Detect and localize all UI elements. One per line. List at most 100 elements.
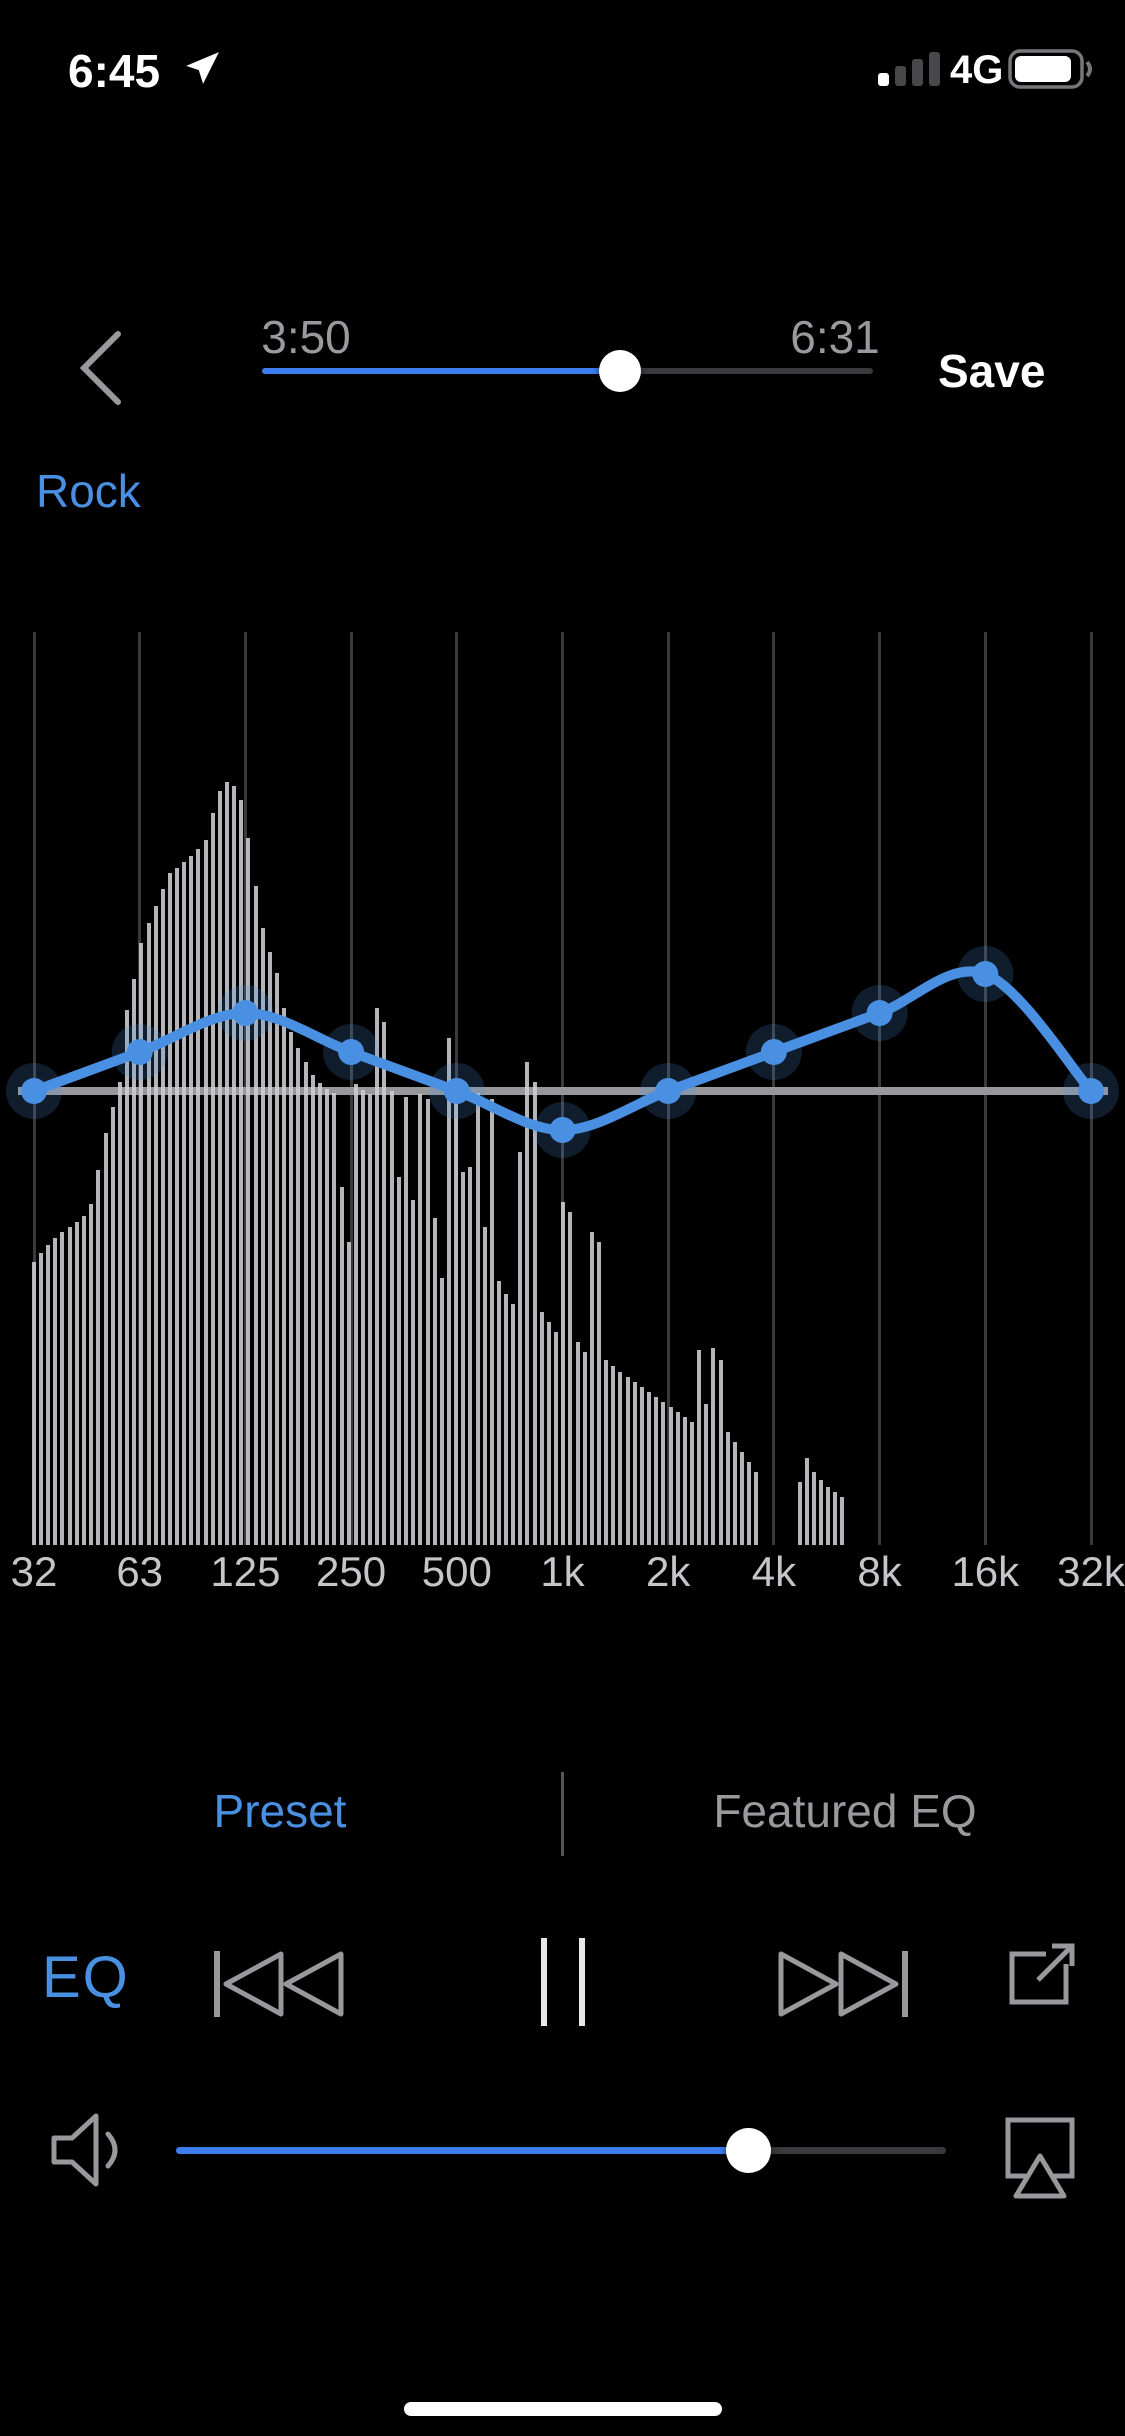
spectrum-bar bbox=[147, 923, 151, 1545]
spectrum-bar bbox=[826, 1486, 830, 1545]
eq-band-dot-500[interactable] bbox=[443, 1078, 470, 1104]
pause-button[interactable] bbox=[538, 1936, 592, 2033]
eq-band-dot-4k[interactable] bbox=[760, 1039, 787, 1065]
spectrum-bar bbox=[282, 1008, 286, 1545]
volume-fill bbox=[176, 2147, 749, 2154]
spectrum-bar bbox=[404, 1096, 408, 1545]
eq-band-dot-16k[interactable] bbox=[972, 961, 999, 987]
save-button[interactable]: Save bbox=[938, 345, 1046, 397]
spectrum-bar bbox=[504, 1293, 508, 1545]
spectrum-bar bbox=[640, 1387, 644, 1545]
freq-label-500: 500 bbox=[421, 1548, 492, 1595]
spectrum-bar bbox=[805, 1458, 809, 1545]
export-button[interactable] bbox=[1004, 1942, 1080, 2013]
spectrum-bar bbox=[690, 1421, 694, 1545]
spectrum-bar bbox=[154, 905, 158, 1545]
spectrum-bar bbox=[461, 1172, 465, 1545]
airplay-icon bbox=[1005, 2117, 1075, 2199]
next-track-button[interactable] bbox=[772, 1944, 912, 2029]
spectrum-bar bbox=[204, 840, 208, 1545]
spectrum-bar bbox=[426, 1099, 430, 1545]
progress-slider[interactable] bbox=[262, 350, 873, 392]
eq-band-dot-32k[interactable] bbox=[1078, 1078, 1104, 1104]
eq-chart[interactable] bbox=[0, 632, 1125, 1545]
spectrum-bar bbox=[318, 1083, 322, 1545]
spectrum-bar bbox=[361, 1090, 365, 1545]
spectrum-bar bbox=[225, 781, 229, 1545]
spectrum-bar bbox=[597, 1241, 601, 1545]
spectrum-bar bbox=[289, 1031, 293, 1545]
spectrum-bar bbox=[196, 849, 200, 1545]
spectrum-bar bbox=[719, 1359, 723, 1545]
eq-band-dot-2k[interactable] bbox=[655, 1078, 682, 1104]
eq-band-dot-1k[interactable] bbox=[549, 1117, 576, 1143]
spectrum-bar bbox=[704, 1404, 708, 1545]
progress-thumb[interactable] bbox=[599, 350, 642, 392]
progress-fill bbox=[262, 368, 621, 374]
spectrum-bar bbox=[53, 1238, 57, 1545]
freq-label-250: 250 bbox=[316, 1548, 387, 1595]
spectrum-bar bbox=[111, 1106, 115, 1545]
freq-label-125: 125 bbox=[210, 1548, 281, 1595]
spectrum-bar bbox=[547, 1322, 551, 1545]
export-icon bbox=[1009, 1943, 1075, 2005]
spectrum-bar bbox=[540, 1312, 544, 1545]
spectrum-bar bbox=[411, 1199, 415, 1545]
eq-toggle-button[interactable]: EQ bbox=[42, 1945, 130, 2010]
spectrum-bar bbox=[296, 1048, 300, 1545]
eq-band-dot-63[interactable] bbox=[126, 1039, 153, 1065]
spectrum-bar bbox=[747, 1461, 751, 1545]
spectrum-bar bbox=[454, 1096, 458, 1545]
spectrum-bar bbox=[125, 1009, 129, 1545]
spectrum-bar bbox=[590, 1231, 594, 1545]
spectrum-bar bbox=[161, 889, 165, 1545]
previous-track-icon bbox=[214, 1951, 344, 2017]
current-time-label: 3:50 bbox=[261, 311, 351, 363]
home-indicator[interactable] bbox=[404, 2402, 722, 2416]
signal-strength-icon bbox=[876, 48, 942, 93]
volume-slider[interactable] bbox=[176, 2128, 946, 2173]
spectrum-bar bbox=[525, 1062, 529, 1545]
eq-band-dot-8k[interactable] bbox=[866, 1000, 893, 1026]
speaker-icon bbox=[46, 2106, 132, 2199]
next-track-icon bbox=[778, 1951, 908, 2017]
spectrum-bar bbox=[833, 1492, 837, 1545]
spectrum-bar bbox=[218, 790, 222, 1545]
spectrum-bar bbox=[561, 1201, 565, 1545]
spectrum-bar bbox=[368, 1093, 372, 1545]
spectrum-bar bbox=[518, 1152, 522, 1545]
airplay-button[interactable] bbox=[1000, 2112, 1080, 2209]
spectrum-bar bbox=[32, 1261, 36, 1545]
spectrum-bar bbox=[740, 1451, 744, 1545]
volume-thumb[interactable] bbox=[725, 2128, 771, 2173]
preset-name-label[interactable]: Rock bbox=[36, 465, 141, 517]
previous-track-button[interactable] bbox=[210, 1944, 350, 2029]
frequency-axis: 32 63 125 250 500 1k 2k 4k 8k 16k 32k bbox=[0, 1548, 1125, 1598]
back-button[interactable] bbox=[72, 326, 132, 410]
spectrum-bar bbox=[239, 799, 243, 1545]
spectrum-bar bbox=[754, 1471, 758, 1545]
spectrum-bar bbox=[490, 1099, 494, 1545]
spectrum-bar bbox=[175, 868, 179, 1545]
spectrum-bar bbox=[182, 862, 186, 1545]
tab-featured-eq[interactable]: Featured EQ bbox=[713, 1785, 977, 1837]
spectrum-bar bbox=[440, 1278, 444, 1545]
spectrum-bar bbox=[304, 1062, 308, 1545]
spectrum-bar bbox=[697, 1349, 701, 1545]
spectrum-bar bbox=[733, 1441, 737, 1545]
spectrum-bar bbox=[168, 873, 172, 1545]
eq-band-dot-125[interactable] bbox=[232, 1000, 259, 1026]
spectrum-bar bbox=[418, 1093, 422, 1545]
spectrum-bar bbox=[633, 1381, 637, 1545]
spectrum-bar bbox=[554, 1332, 558, 1545]
eq-band-dot-32[interactable] bbox=[21, 1078, 47, 1104]
spectrum-bar bbox=[483, 1227, 487, 1545]
chevron-left-icon bbox=[79, 331, 121, 405]
spectrum-bar bbox=[676, 1411, 680, 1545]
spectrum-bar bbox=[468, 1167, 472, 1545]
eq-band-dot-250[interactable] bbox=[338, 1039, 365, 1065]
freq-label-1k: 1k bbox=[540, 1548, 585, 1595]
spectrum-bar bbox=[275, 972, 279, 1545]
tab-preset[interactable]: Preset bbox=[213, 1785, 347, 1837]
spectrum-bar bbox=[139, 943, 143, 1545]
